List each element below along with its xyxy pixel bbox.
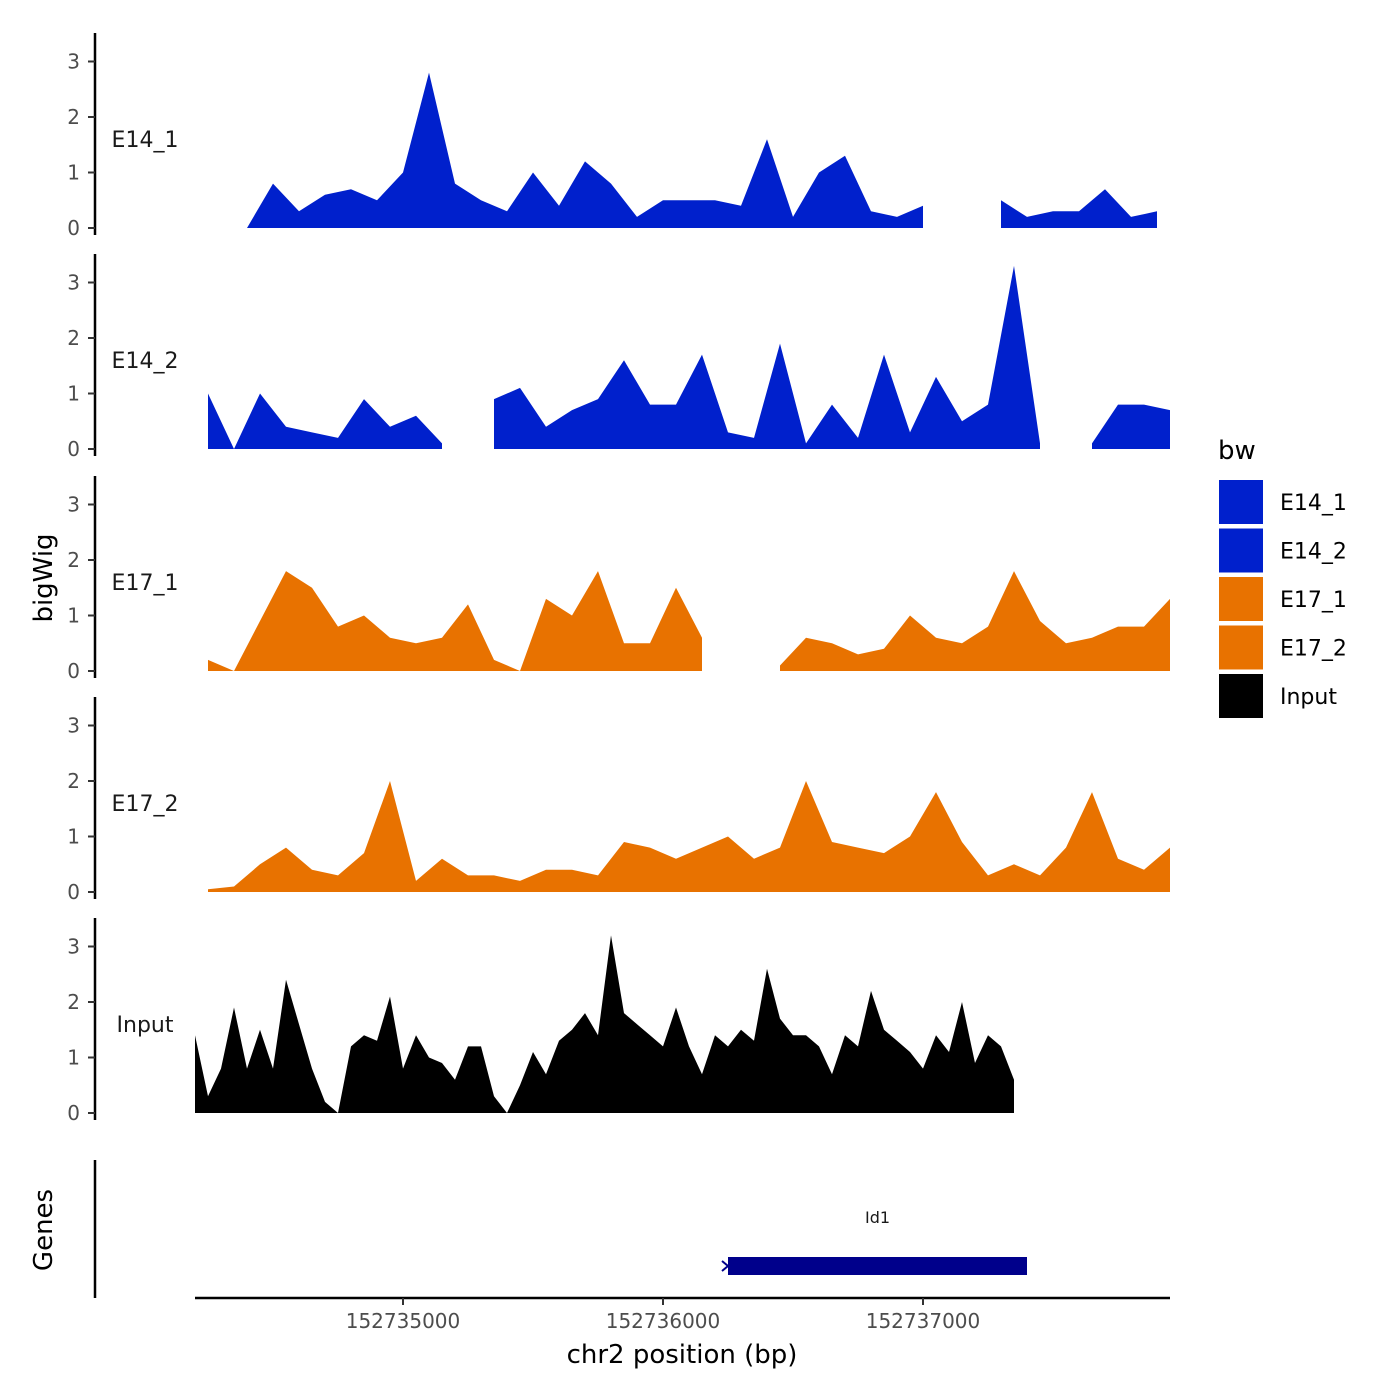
x-tick-label: 152736000: [606, 1309, 721, 1333]
signal-area: [1092, 404, 1170, 449]
y-tick-label: 3: [67, 50, 80, 74]
signal-area: [1001, 189, 1157, 228]
gene-strand-marker: [721, 1260, 730, 1272]
y-tick-label: 3: [67, 714, 80, 738]
legend-label: E17_1: [1280, 588, 1347, 613]
track-input: 0 1 2 3 Input: [67, 918, 1014, 1125]
track-e17-2: 0 1 2 3 E17_2: [67, 697, 1170, 904]
signal-area: [494, 265, 1040, 449]
y-tick-label: 0: [67, 1101, 80, 1125]
legend-swatch: [1219, 528, 1263, 573]
legend: bw E14_1 E14_2 E17_1 E17_2 Input: [1218, 436, 1347, 718]
y-tick-label: 1: [67, 382, 80, 406]
legend-label: E14_2: [1280, 540, 1347, 565]
y-axis-title: bigWig: [29, 533, 59, 622]
gene-body: [728, 1257, 1027, 1275]
x-tick-label: 152735000: [346, 1309, 461, 1333]
x-axis-title: chr2 position (bp): [567, 1340, 798, 1370]
y-tick-label: 1: [67, 161, 80, 185]
y-tick-label: 0: [67, 437, 80, 461]
x-axis: 152735000 152736000 152737000: [195, 1296, 1170, 1333]
legend-swatch: [1219, 577, 1263, 621]
signal-area: [208, 393, 442, 449]
track-label: E17_1: [112, 571, 179, 596]
track-label: E17_2: [112, 792, 179, 817]
y-tick-label: 2: [67, 105, 80, 129]
genes-track: Id1: [93, 1160, 1027, 1298]
legend-swatch: [1219, 674, 1263, 718]
legend-label: Input: [1280, 685, 1337, 710]
track-label: E14_2: [112, 349, 179, 374]
track-e14-1: 0 1 2 3 E14_1: [67, 33, 1157, 240]
y-tick-label: 2: [67, 769, 80, 793]
y-tick-label: 0: [67, 659, 80, 683]
track-label: Input: [117, 1013, 174, 1038]
signal-area: [195, 935, 1014, 1113]
y-tick-label: 2: [67, 326, 80, 350]
legend-swatch: [1219, 480, 1263, 524]
gene-label: Id1: [865, 1208, 890, 1227]
x-tick-label: 152737000: [866, 1309, 981, 1333]
signal-tracks: 0 1 2 3 E14_1 0 1 2 3 E14_2 0 1 2 3 E17_1 0 1 2 3 E17_2 0 1 2 3…: [67, 33, 1170, 1125]
signal-area: [780, 571, 1170, 671]
genes-axis-title: Genes: [29, 1189, 59, 1271]
y-tick-label: 0: [67, 216, 80, 240]
y-tick-label: 2: [67, 990, 80, 1014]
track-e17-1: 0 1 2 3 E17_1: [67, 476, 1170, 683]
track-label: E14_1: [112, 128, 179, 153]
y-tick-label: 3: [67, 493, 80, 517]
signal-area: [208, 571, 702, 671]
legend-label: E14_1: [1280, 491, 1347, 516]
legend-label: E17_2: [1280, 637, 1347, 662]
legend-swatch: [1219, 625, 1263, 670]
y-tick-label: 0: [67, 880, 80, 904]
y-tick-label: 2: [67, 548, 80, 572]
y-tick-label: 3: [67, 935, 80, 959]
y-tick-label: 3: [67, 271, 80, 295]
track-e14-2: 0 1 2 3 E14_2: [67, 254, 1170, 461]
y-tick-label: 1: [67, 1046, 80, 1070]
y-tick-label: 1: [67, 825, 80, 849]
signal-area: [208, 781, 1170, 892]
legend-title: bw: [1218, 436, 1256, 466]
signal-area: [247, 72, 923, 228]
y-tick-label: 1: [67, 604, 80, 628]
